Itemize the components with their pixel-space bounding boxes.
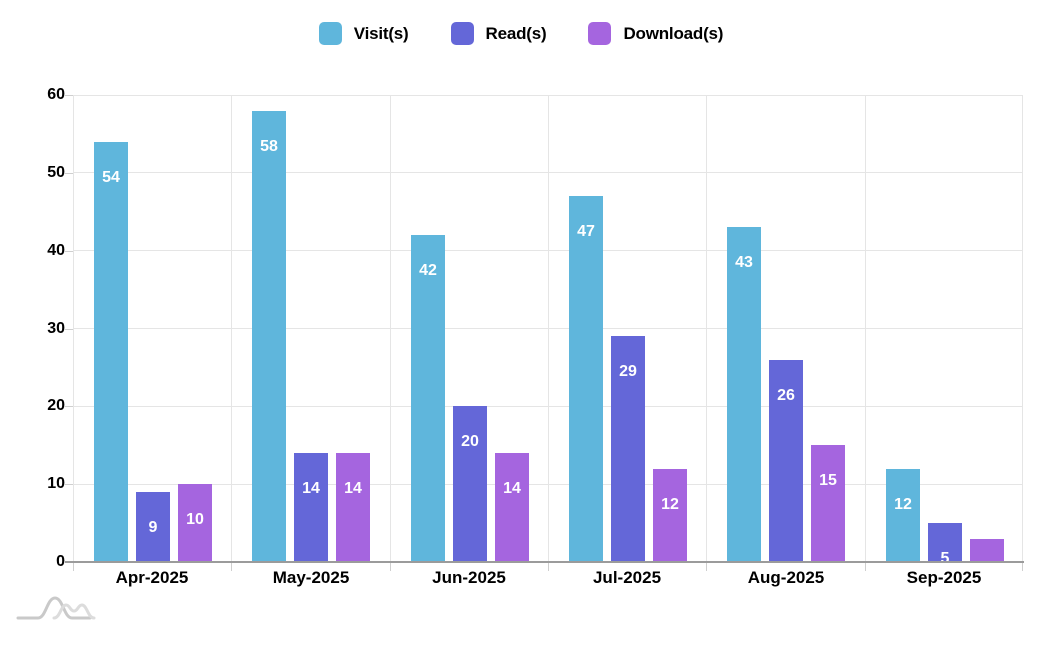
y-tick-label: 20 [47,397,65,415]
y-axis-tick [65,172,73,174]
bar-value-label: 54 [102,169,120,186]
x-axis-tick [1022,563,1023,571]
legend-swatch-read-s[interactable] [450,22,474,45]
x-tick-label-apr-2025: Apr-2025 [115,568,189,587]
legend-item-visit-s[interactable]: Visit(s) [318,22,409,45]
bar-value-label: 58 [260,138,278,155]
bar-visit-s-jul-2025[interactable]: 47 [569,196,603,562]
bar-value-label: 29 [619,363,637,380]
bar-read-s-aug-2025[interactable]: 26 [769,360,803,562]
gridline-vertical [1022,95,1023,562]
gridline-vertical [231,95,232,562]
x-axis-tick [390,563,391,571]
bar-value-label: 26 [777,387,795,404]
x-axis-tick [231,563,232,571]
bar-read-s-may-2025[interactable]: 14 [294,453,328,562]
x-axis-line [65,561,1024,563]
y-tick-label: 50 [47,163,65,181]
bar-read-s-jun-2025[interactable]: 20 [453,406,487,562]
bar-value-label: 20 [461,433,479,450]
x-tick-label-may-2025: May-2025 [272,568,350,587]
bar-download-s-jul-2025[interactable]: 12 [653,469,687,562]
bar-download-s-apr-2025[interactable]: 10 [178,484,212,562]
plot-area: 54 9 10 58 14 14 42 20 14 47 29 12 43 26 15 12 5 3 [65,95,1024,571]
bar-value-label: 14 [302,480,320,497]
gridline-vertical [390,95,391,562]
legend-label: Visit(s) [353,23,409,43]
legend-swatch-download-s[interactable] [588,22,612,45]
bar-download-s-aug-2025[interactable]: 15 [811,445,845,562]
bar-visit-s-sep-2025[interactable]: 12 [886,469,920,562]
bar-value-label: 10 [186,511,204,528]
bar-read-s-sep-2025[interactable]: 5 [928,523,962,562]
bar-visit-s-jun-2025[interactable]: 42 [411,235,445,562]
bar-download-s-sep-2025[interactable]: 3 [970,539,1004,562]
legend-label: Download(s) [623,23,724,43]
y-axis-tick [65,406,73,408]
bar-value-label: 15 [819,472,837,489]
y-axis-tick [65,484,73,486]
bar-value-label: 14 [344,480,362,497]
y-tick-label: 60 [47,86,65,103]
bar-visit-s-aug-2025[interactable]: 43 [727,227,761,562]
legend-label: Read(s) [485,23,547,43]
y-tick-label: 10 [47,475,65,493]
gridline-vertical [548,95,549,562]
amcharts-logo[interactable] [16,590,108,626]
y-tick-label: 0 [56,553,65,570]
x-tick-label-aug-2025: Aug-2025 [747,568,825,587]
bar-value-label: 9 [148,519,158,536]
bar-value-label: 47 [577,223,595,240]
bar-value-label: 5 [940,550,950,562]
gridline-vertical [706,95,707,562]
chart-legend: Visit(s) Read(s) Download(s) [0,22,1042,45]
bar-value-label: 42 [419,262,437,279]
x-tick-label-sep-2025: Sep-2025 [906,568,982,587]
x-axis-tick [706,563,707,571]
y-axis-tick [65,328,73,330]
gridline-vertical [73,95,74,562]
gridline-vertical [865,95,866,562]
bar-read-s-jul-2025[interactable]: 29 [611,336,645,562]
y-axis-tick [65,250,73,252]
x-tick-label-jun-2025: Jun-2025 [432,568,506,587]
x-axis-labels: Apr-2025 May-2025 Jun-2025 Jul-2025 Aug-2025… [73,568,1023,594]
bar-value-label: 12 [661,496,679,513]
x-axis-tick [73,563,74,571]
y-axis-tick [65,95,73,96]
x-axis-tick [865,563,866,571]
x-tick-label-jul-2025: Jul-2025 [592,568,662,587]
bar-download-s-may-2025[interactable]: 14 [336,453,370,562]
bar-value-label: 12 [894,496,912,513]
y-tick-label: 40 [47,241,65,259]
bar-visit-s-may-2025[interactable]: 58 [252,111,286,562]
legend-swatch-visit-s[interactable] [318,22,342,45]
legend-item-read-s[interactable]: Read(s) [450,22,547,45]
bar-download-s-jun-2025[interactable]: 14 [495,453,529,562]
bar-value-label: 43 [735,254,753,271]
y-tick-label: 30 [47,319,65,337]
bar-visit-s-apr-2025[interactable]: 54 [94,142,128,562]
bar-value-label: 14 [503,480,521,497]
x-axis-tick [548,563,549,571]
legend-item-download-s[interactable]: Download(s) [588,22,723,45]
bar-read-s-apr-2025[interactable]: 9 [136,492,170,562]
y-axis-labels: 0 10 20 30 40 50 60 [0,86,65,570]
